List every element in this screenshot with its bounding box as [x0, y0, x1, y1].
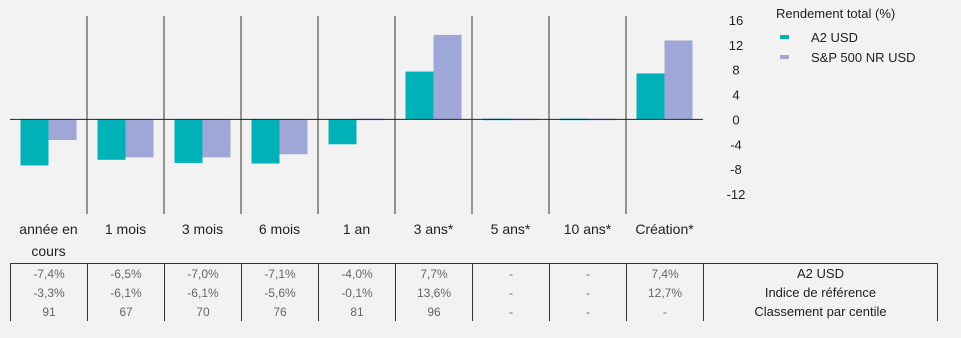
- y-tick-label: -12: [727, 187, 746, 202]
- table-cell: 76: [241, 302, 319, 321]
- category-labels: année en cours 1 mois 3 mois 6 mois 1 an…: [0, 218, 711, 262]
- bar-benchmark: [433, 34, 462, 120]
- category-label: année en cours: [19, 221, 78, 259]
- table-cell: -: [472, 302, 550, 321]
- bar-chart: 16 12 8 4 0 -4 -8 -12: [10, 13, 746, 214]
- y-tick-label: 4: [732, 88, 739, 103]
- table-cell: 67: [87, 302, 165, 321]
- y-tick-label: -8: [730, 162, 742, 177]
- legend-title: Rendement total (%): [776, 6, 896, 21]
- category-label: Création*: [635, 221, 694, 237]
- returns-table: -7,4% -6,5% -7,0% -7,1% -4,0% 7,7% - - 7…: [10, 263, 938, 321]
- table-row-label: Indice de référence: [703, 283, 938, 302]
- table-cell: -6,5%: [87, 263, 165, 283]
- category-label: 3 ans*: [413, 221, 454, 237]
- bar-a2: [636, 73, 665, 120]
- table-row: 91 67 70 76 81 96 - - - Classement par c…: [10, 302, 938, 321]
- table-row-label: A2 USD: [703, 263, 938, 283]
- bar-benchmark: [664, 40, 693, 120]
- table-cell: 13,6%: [395, 283, 473, 302]
- table-cell: -5,6%: [241, 283, 319, 302]
- table-cell: -7,4%: [10, 263, 88, 283]
- table-cell: -: [472, 283, 550, 302]
- legend: Rendement total (%) A2 USD S&P 500 NR US…: [776, 6, 916, 67]
- y-tick-label: 8: [732, 63, 739, 78]
- category-label: 1 mois: [104, 221, 147, 237]
- table-row: -3,3% -6,1% -6,1% -5,6% -0,1% 13,6% - - …: [10, 283, 938, 302]
- legend-entry-a2: A2 USD: [776, 27, 916, 47]
- y-tick-label: -4: [730, 137, 742, 152]
- category-label: 3 mois: [181, 221, 224, 237]
- table-cell: 12,7%: [626, 283, 704, 302]
- table-cell: -: [549, 283, 627, 302]
- bar-benchmark: [125, 119, 154, 158]
- legend-swatch-a2: [780, 35, 789, 39]
- bar-a2: [97, 119, 126, 160]
- legend-entry-benchmark: S&P 500 NR USD: [776, 47, 916, 67]
- table-cell: -7,1%: [241, 263, 319, 283]
- table-cell: -6,1%: [87, 283, 165, 302]
- bar-benchmark: [279, 119, 308, 155]
- y-tick-label: 0: [732, 112, 739, 127]
- legend-label-a2: A2 USD: [811, 29, 858, 45]
- category-label: 1 an: [342, 221, 371, 237]
- table-cell: 96: [395, 302, 473, 321]
- category-label: 10 ans*: [563, 221, 612, 237]
- bar-a2: [405, 71, 434, 120]
- table-cell: 7,7%: [395, 263, 473, 283]
- table-cell: 91: [10, 302, 88, 321]
- legend-label-benchmark: S&P 500 NR USD: [811, 49, 916, 65]
- y-tick-label: 12: [729, 38, 743, 53]
- table-cell: -0,1%: [318, 283, 396, 302]
- table-cell: 7,4%: [626, 263, 704, 283]
- table-cell: -7,0%: [164, 263, 242, 283]
- table-row-label: Classement par centile: [703, 302, 938, 321]
- table-cell: 81: [318, 302, 396, 321]
- legend-swatch-benchmark: [780, 55, 789, 59]
- category-label: 6 mois: [258, 221, 301, 237]
- bar-a2: [174, 119, 203, 163]
- y-tick-label: 16: [729, 13, 743, 28]
- table-cell: -: [549, 302, 627, 321]
- bar-a2: [20, 119, 49, 166]
- table-cell: -: [472, 263, 550, 283]
- table-cell: -4,0%: [318, 263, 396, 283]
- bar-a2: [251, 119, 280, 164]
- table-cell: -3,3%: [10, 283, 88, 302]
- category-label: 5 ans*: [490, 221, 531, 237]
- table-cell: -: [549, 263, 627, 283]
- table-cell: 70: [164, 302, 242, 321]
- bar-benchmark: [48, 119, 77, 140]
- bar-a2: [328, 119, 357, 145]
- table-cell: -: [626, 302, 704, 321]
- table-cell: -6,1%: [164, 283, 242, 302]
- table-row: -7,4% -6,5% -7,0% -7,1% -4,0% 7,7% - - 7…: [10, 263, 938, 283]
- bar-benchmark: [202, 119, 231, 158]
